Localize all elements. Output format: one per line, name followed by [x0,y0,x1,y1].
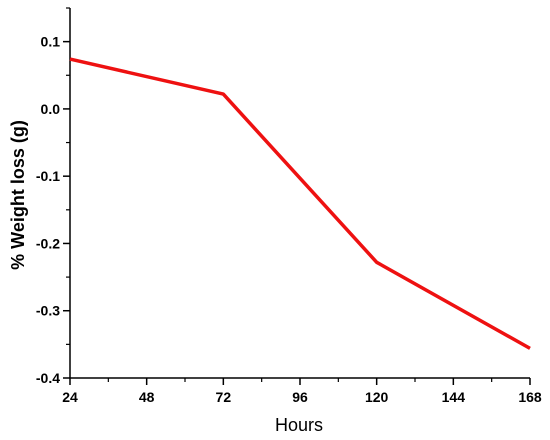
x-tick-label: 144 [442,389,466,405]
x-tick-label: 168 [518,389,542,405]
x-axis-title: Hours [275,415,323,435]
axes [69,8,530,379]
x-tick-label: 96 [292,389,308,405]
x-tick-label: 48 [139,389,155,405]
x-tick-label: 72 [216,389,232,405]
y-tick-label: 0.1 [41,34,61,50]
y-axis-title: % Weight loss (g) [8,120,28,270]
series-line [69,57,531,350]
x-ticks: 24 48 72 96 120 144 168 [62,378,542,405]
y-tick-label: -0.4 [36,370,60,386]
y-tick-label: 0.0 [41,101,61,117]
series-layer [69,57,531,350]
y-tick-label: -0.2 [36,235,60,251]
y-tick-label: -0.3 [36,303,60,319]
y-ticks: 0.1 0.0 -0.1 -0.2 -0.3 -0.4 [36,7,70,386]
y-tick-label: -0.1 [36,168,60,184]
x-tick-label: 120 [365,389,389,405]
x-tick-label: 24 [62,389,78,405]
